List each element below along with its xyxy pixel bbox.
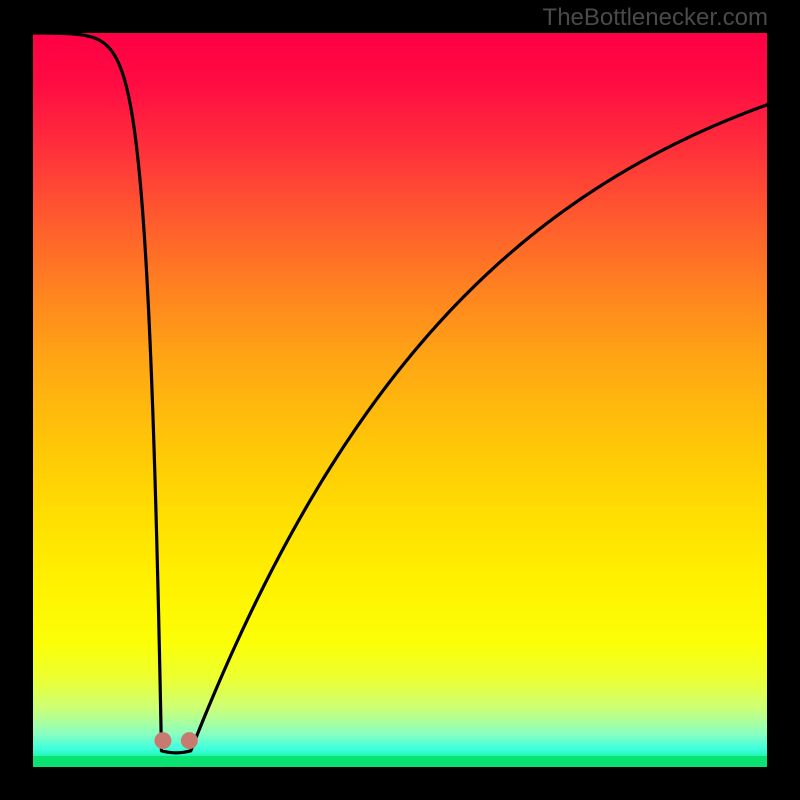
chart-background-gradient — [33, 33, 767, 767]
chart-frame: TheBottlenecker.com — [0, 0, 800, 800]
chart-plot-area — [33, 33, 767, 767]
chart-green-baseline-strip — [33, 756, 767, 767]
watermark-text: TheBottlenecker.com — [543, 4, 768, 32]
